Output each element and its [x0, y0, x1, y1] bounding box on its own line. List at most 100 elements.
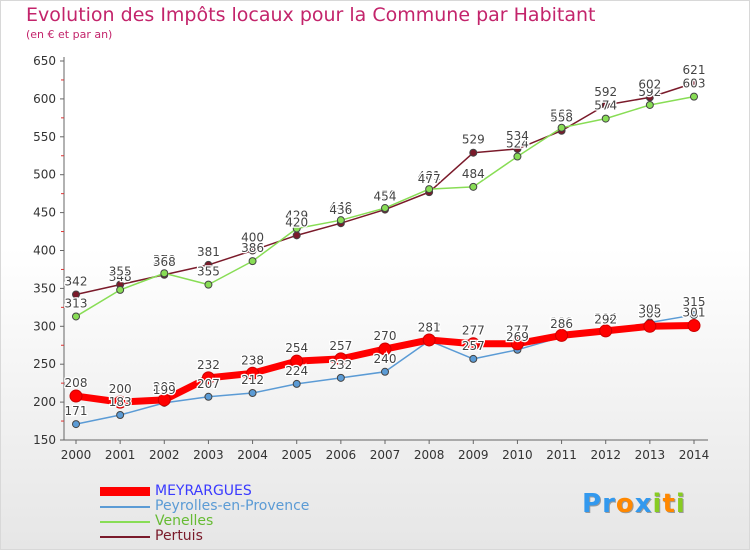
chart-subtitle: (en € et par an): [26, 28, 113, 41]
data-label: 281: [418, 321, 441, 335]
data-point: [336, 373, 345, 382]
data-label: 203: [153, 380, 176, 394]
data-point: [157, 393, 171, 407]
data-label: 277: [462, 324, 485, 338]
chart-title: Evolution des Impôts locaux pour la Comm…: [26, 4, 596, 26]
data-point: [248, 389, 257, 398]
y-tick-label: 400: [33, 244, 56, 258]
legend-label: Venelles: [155, 513, 214, 529]
data-label: 288: [550, 315, 573, 329]
x-tick-label: 2005: [281, 448, 312, 462]
data-label: 558: [550, 111, 573, 125]
proxiti-logo: Proxiti: [582, 489, 686, 519]
data-point: [292, 224, 301, 233]
x-tick-label: 2011: [546, 448, 577, 462]
y-tick-label: 300: [33, 319, 56, 333]
data-label: 200: [109, 382, 132, 396]
data-point: [72, 290, 80, 299]
data-point: [601, 100, 610, 109]
data-label: 282: [418, 320, 441, 334]
data-point: [555, 328, 569, 342]
data-label: 355: [109, 265, 132, 279]
data-label: 603: [683, 77, 706, 91]
data-label: 232: [329, 358, 352, 372]
y-tick-label: 350: [33, 281, 56, 295]
data-label: 386: [241, 241, 264, 255]
data-label: 183: [109, 395, 132, 409]
data-label: 429: [285, 209, 308, 223]
x-tick-label: 2014: [679, 448, 710, 462]
data-label: 381: [197, 245, 220, 259]
legend-item: MEYRARGUES: [100, 484, 400, 499]
x-tick-label: 2012: [590, 448, 621, 462]
data-point: [72, 312, 80, 321]
data-label: 574: [594, 99, 617, 113]
data-label: 440: [329, 200, 352, 214]
data-label: 315: [683, 295, 706, 309]
x-tick-label: 2007: [370, 448, 401, 462]
x-tick-label: 2009: [458, 448, 489, 462]
data-point: [378, 342, 392, 356]
legend-swatch: [100, 487, 150, 496]
data-label: 534: [506, 129, 529, 143]
data-label: 305: [638, 303, 661, 317]
legend-label: MEYRARGUES: [155, 483, 252, 499]
data-point: [204, 392, 213, 401]
data-point: [643, 319, 657, 333]
data-point: [469, 148, 478, 157]
data-point: [292, 379, 301, 388]
data-label: 257: [329, 339, 352, 353]
legend-item: Pertuis: [100, 529, 400, 544]
data-point: [116, 410, 125, 419]
data-label: 238: [241, 353, 264, 367]
legend-item: Venelles: [100, 514, 400, 529]
data-point: [645, 100, 654, 109]
data-label: 529: [462, 133, 485, 147]
data-point: [469, 354, 478, 363]
data-point: [292, 231, 301, 240]
data-label: 254: [285, 341, 308, 355]
data-label: 562: [550, 108, 573, 122]
data-point: [687, 319, 701, 333]
x-tick-label: 2008: [414, 448, 445, 462]
data-label: 484: [462, 167, 485, 181]
data-point: [116, 285, 125, 294]
y-tick-label: 500: [33, 168, 56, 182]
data-label: 208: [65, 376, 88, 390]
legend-label: Pertuis: [155, 528, 203, 544]
x-tick-label: 2002: [149, 448, 180, 462]
data-point: [336, 216, 345, 225]
data-label: 224: [285, 364, 308, 378]
data-point: [290, 354, 304, 368]
logo-letter: r: [602, 489, 616, 519]
data-label: 592: [638, 85, 661, 99]
data-point: [510, 337, 524, 351]
data-point: [425, 185, 434, 194]
data-label: 456: [374, 188, 397, 202]
data-label: 171: [65, 404, 88, 418]
data-label: 621: [683, 63, 706, 77]
data-label: 313: [65, 296, 88, 310]
x-tick-label: 2001: [105, 448, 136, 462]
legend-swatch: [100, 521, 150, 523]
data-label: 294: [594, 311, 617, 325]
data-point: [557, 123, 566, 132]
logo-letter: t: [662, 489, 676, 519]
legend-swatch: [100, 506, 150, 508]
data-label: 524: [506, 137, 529, 151]
data-label: 207: [197, 377, 220, 391]
data-label: 454: [374, 190, 397, 204]
y-tick-label: 600: [33, 92, 56, 106]
data-label: 355: [197, 265, 220, 279]
data-point: [381, 204, 389, 213]
data-point: [469, 182, 478, 191]
data-label: 348: [109, 270, 132, 284]
data-label: 300: [638, 306, 661, 320]
y-tick-label: 550: [33, 130, 56, 144]
x-tick-label: 2006: [326, 448, 357, 462]
data-point: [248, 257, 257, 266]
logo-letter: i: [675, 489, 686, 519]
data-label: 232: [197, 358, 220, 372]
